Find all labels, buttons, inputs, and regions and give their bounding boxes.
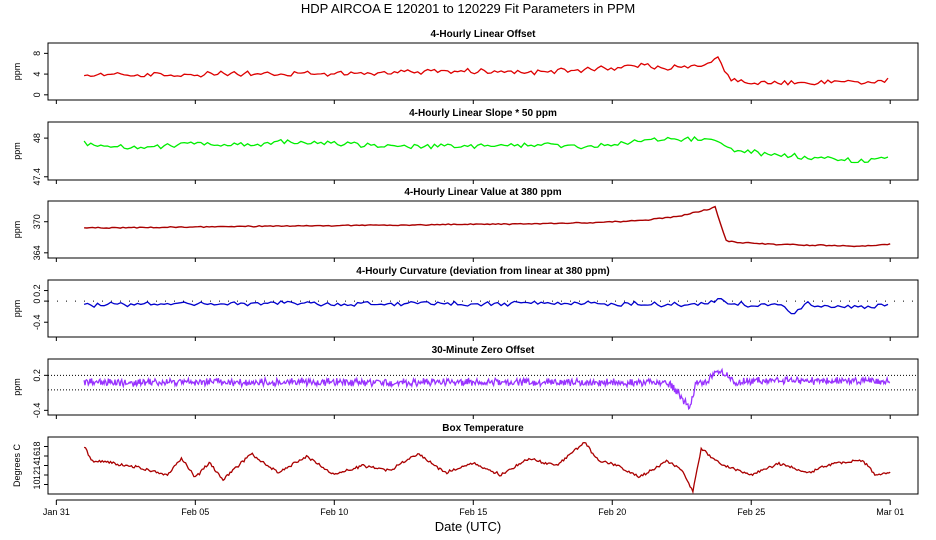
panel-1: 4-Hourly Linear Offset 0 4 8 ppm <box>12 29 919 101</box>
series-line <box>83 441 891 495</box>
panel-title: 30-Minute Zero Offset <box>432 345 535 356</box>
x-tick-label: Feb 25 <box>737 507 765 517</box>
y-tick-label: 10 <box>32 479 42 489</box>
y-tick-label: 364 <box>32 245 42 260</box>
x-tick-label: Jan 31 <box>43 507 70 517</box>
y-tick-label: 48 <box>32 133 42 143</box>
y-axis-label: ppm <box>12 378 22 396</box>
x-axis: Jan 31 Feb 05 Feb 10 Feb 15 Feb 20 Feb 25 Mar … <box>43 100 904 517</box>
y-axis-label: Degrees C <box>12 443 22 487</box>
y-tick-label: 0.2 <box>32 369 42 382</box>
x-tick-label: Feb 05 <box>181 507 209 517</box>
y-tick-label: 0.2 <box>32 284 42 297</box>
y-tick-label: 16 <box>32 451 42 461</box>
y-tick-label: 47.4 <box>32 168 42 186</box>
panel-4: 4-Hourly Curvature (deviation from linea… <box>12 266 919 338</box>
y-tick-label: -0.4 <box>32 314 42 330</box>
panel-title: 4-Hourly Linear Slope * 50 ppm <box>409 108 557 119</box>
series-line <box>83 55 889 86</box>
y-tick-label: 4 <box>32 72 42 77</box>
x-tick-label: Feb 10 <box>320 507 348 517</box>
chart-main-title: HDP AIRCOA E 120201 to 120229 Fit Parame… <box>301 1 635 16</box>
y-tick-label: 14 <box>32 460 42 470</box>
series-line <box>83 136 889 164</box>
panel-title: Box Temperature <box>442 423 524 434</box>
series-line <box>83 367 891 411</box>
y-tick-label: 12 <box>32 470 42 480</box>
y-tick-label: 8 <box>32 51 42 56</box>
x-tick-label: Feb 15 <box>459 507 487 517</box>
series-line <box>84 205 891 248</box>
y-tick-label: 18 <box>32 441 42 451</box>
panel-frame <box>47 121 919 181</box>
y-axis-label: ppm <box>12 142 22 160</box>
panel-title: 4-Hourly Linear Offset <box>430 29 536 40</box>
y-tick-label: -0.4 <box>32 403 42 419</box>
y-tick-label: 0 <box>32 92 42 97</box>
panel-title: 4-Hourly Linear Value at 380 ppm <box>404 187 561 198</box>
y-axis-label: ppm <box>12 63 22 81</box>
panel-frame <box>47 42 919 101</box>
panel-2: 4-Hourly Linear Slope * 50 ppm 47.4 48 ppm <box>12 108 919 186</box>
y-axis-label: ppm <box>12 300 22 318</box>
panel-title: 4-Hourly Curvature (deviation from linea… <box>356 266 609 277</box>
x-tick-label: Mar 01 <box>876 507 904 517</box>
panel-3: 4-Hourly Linear Value at 380 ppm 364 370 pp… <box>12 187 919 260</box>
series-line <box>83 297 889 315</box>
panel-frame <box>47 358 919 416</box>
y-axis-label: ppm <box>12 221 22 239</box>
panel-5: 30-Minute Zero Offset -0.4 0.2 ppm <box>12 345 919 419</box>
y-tick-label: 370 <box>32 214 42 229</box>
x-tick-label: Feb 20 <box>598 507 626 517</box>
x-axis-label: Date (UTC) <box>435 519 501 534</box>
panel-frame <box>47 200 919 259</box>
panel-frame <box>47 279 919 338</box>
y-tick-label: 0 <box>32 299 42 304</box>
